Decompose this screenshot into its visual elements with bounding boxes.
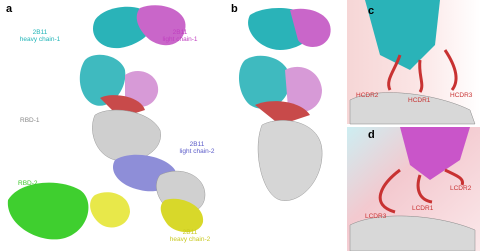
annotation: LCDR1: [412, 205, 434, 212]
light-chain: [290, 8, 331, 47]
annotation: HCDR1: [408, 97, 431, 104]
annotation: HCDR2: [356, 92, 379, 99]
light-chain-domain: [285, 66, 322, 113]
light-chain-1: [136, 5, 186, 46]
rbd-1: [92, 109, 161, 162]
annotation: 2B11 heavy chain-2: [170, 229, 211, 243]
panel-c-view: [347, 0, 480, 125]
panel-label: b: [231, 3, 238, 15]
annotation-line: 2B11: [183, 229, 198, 236]
rbd: [349, 215, 476, 251]
annotation-line: light chain-2: [179, 148, 214, 155]
annotation: RBD-1: [20, 117, 40, 124]
annotation: RBD-2: [18, 180, 38, 187]
lcdr-loops: [378, 168, 465, 214]
annotation: 2B11 heavy chain-1: [20, 29, 61, 43]
annotation: HCDR3: [450, 92, 473, 99]
rbd: [257, 120, 323, 201]
annotation-line: heavy chain-1: [20, 36, 61, 43]
rbd: [349, 92, 476, 125]
annotation-line: light chain-1: [162, 36, 197, 43]
structure-b: [238, 8, 331, 201]
annotation: 2B11 light chain-1: [162, 29, 197, 43]
panel-d-view: [347, 127, 480, 251]
light-chain-1-domain: [125, 71, 159, 107]
rbd-2: [7, 182, 89, 240]
hcdr-loops: [387, 49, 458, 93]
structure-a: [7, 5, 206, 240]
annotation-line: RBD-2: [18, 180, 38, 187]
heavy-chain-domain: [238, 55, 290, 109]
annotation: LCDR3: [365, 213, 387, 220]
annotation-line: 2B11: [33, 29, 48, 36]
heavy-chain-2: [160, 198, 204, 233]
heavy-chain-1-domain: [79, 54, 126, 106]
light-chain: [400, 127, 470, 180]
panel-label: d: [368, 129, 375, 141]
annotation-line: 2B11: [190, 141, 205, 148]
heavy-chain: [365, 0, 440, 70]
panel-label: c: [368, 5, 374, 17]
annotation: LCDR2: [450, 185, 472, 192]
heavy-chain-2-part: [90, 192, 130, 228]
annotation-line: 2B11: [173, 29, 188, 36]
annotation-line: heavy chain-2: [170, 236, 211, 243]
panel-label: a: [6, 3, 13, 15]
annotation-line: RBD-1: [20, 117, 40, 124]
cdr-loops: [255, 101, 310, 125]
annotation: 2B11 light chain-2: [179, 141, 214, 155]
